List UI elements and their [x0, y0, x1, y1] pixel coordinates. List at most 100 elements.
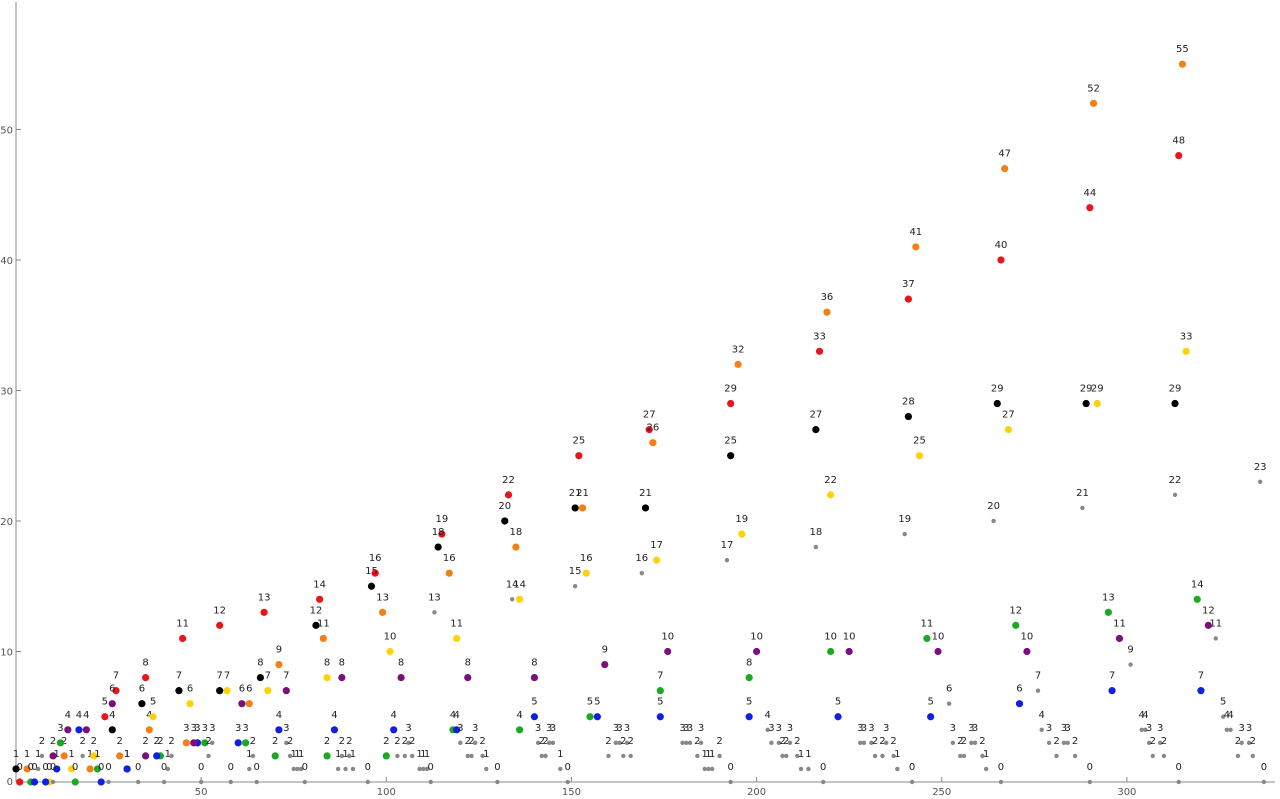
data-point-gray: [687, 740, 693, 746]
point-label: 3: [883, 723, 889, 734]
data-point-orange: [578, 504, 587, 512]
data-point-orange: [275, 660, 283, 669]
point-label: 1: [246, 749, 252, 760]
point-label: 36: [821, 292, 834, 303]
point-label: 8: [746, 658, 752, 669]
point-label: 2: [779, 736, 785, 747]
data-point-gray: [458, 740, 463, 746]
point-label: 3: [1246, 723, 1252, 734]
data-point-purple: [238, 700, 246, 708]
data-point-yellow: [516, 595, 524, 603]
data-point-black: [216, 687, 224, 695]
point-label: 9: [602, 645, 608, 656]
point-label: 3: [1061, 723, 1067, 734]
x-tick-label: 200: [747, 787, 766, 798]
point-label: 4: [83, 710, 89, 721]
point-label: 2: [50, 736, 56, 747]
point-label: 3: [787, 723, 793, 734]
data-point-gray: [991, 518, 996, 524]
data-point-gray: [950, 740, 956, 746]
data-point-gray: [1150, 753, 1156, 759]
data-point-red: [438, 530, 446, 538]
data-point-gray: [869, 740, 874, 746]
data-point-gray: [980, 753, 985, 759]
data-point-orange: [512, 543, 520, 551]
data-point-gray: [1087, 779, 1093, 785]
data-point-red: [216, 621, 224, 629]
point-label: 3: [687, 723, 693, 734]
data-point-gray: [787, 740, 793, 746]
point-label: 26: [647, 423, 660, 434]
point-label: 2: [979, 736, 985, 747]
data-point-orange: [378, 608, 387, 616]
point-label: 21: [576, 488, 589, 499]
data-point-gray: [343, 766, 348, 772]
data-point-black: [727, 452, 735, 460]
data-point-purple: [397, 673, 405, 682]
point-label: 18: [432, 527, 445, 538]
point-label: 9: [276, 645, 282, 656]
data-point-yellow: [323, 673, 331, 682]
point-label: 0: [198, 762, 204, 773]
point-label: 3: [861, 723, 867, 734]
point-label: 12: [213, 605, 226, 616]
point-label: 4: [1227, 710, 1233, 721]
data-point-gray: [883, 740, 889, 746]
data-point-gray: [228, 779, 233, 785]
point-label: 0: [565, 762, 571, 773]
data-point-purple: [190, 739, 198, 747]
data-point-gray: [1161, 753, 1167, 759]
data-point-yellow: [386, 647, 394, 656]
data-point-gray: [706, 766, 711, 772]
point-label: 1: [13, 749, 19, 760]
point-label: 2: [142, 736, 148, 747]
data-point-gray: [765, 727, 770, 732]
data-point-gray: [1257, 479, 1263, 485]
data-point-blue: [53, 765, 61, 773]
point-label: 8: [531, 658, 537, 669]
data-point-gray: [250, 753, 256, 759]
data-point-gray: [254, 779, 259, 785]
data-point-red: [1086, 204, 1094, 212]
point-label: 5: [594, 697, 600, 708]
point-label: 27: [1002, 410, 1015, 421]
point-label: 4: [331, 710, 337, 721]
point-label: 1: [24, 749, 30, 760]
data-point-green: [323, 752, 331, 760]
point-label: 7: [176, 671, 182, 682]
data-point-red: [904, 295, 913, 303]
y-tick-label: 20: [0, 517, 13, 528]
point-label: 3: [546, 723, 552, 734]
point-label: 1: [335, 749, 341, 760]
data-point-black: [641, 504, 650, 512]
point-label: 0: [17, 762, 23, 773]
x-tick-label: 50: [195, 787, 208, 798]
data-point-blue: [75, 726, 83, 734]
data-point-gray: [680, 740, 685, 746]
data-point-gray: [639, 570, 644, 576]
data-point-yellow: [915, 452, 924, 460]
point-label: 0: [98, 762, 104, 773]
point-label: 2: [79, 736, 85, 747]
point-label: 21: [1076, 488, 1089, 499]
data-point-gray: [780, 753, 785, 759]
data-point-gray: [365, 779, 370, 785]
data-point-gray: [1139, 727, 1144, 732]
data-point-green: [656, 687, 664, 695]
point-label: 0: [428, 762, 434, 773]
point-label: 22: [824, 475, 837, 486]
point-label: 5: [150, 697, 156, 708]
y-tick-label: 0: [7, 777, 13, 788]
point-label: 7: [283, 671, 289, 682]
point-label: 33: [813, 331, 826, 342]
point-label: 2: [605, 736, 611, 747]
data-point-blue: [834, 713, 842, 721]
point-label: 25: [913, 436, 926, 447]
point-label: 14: [1191, 579, 1204, 590]
data-point-gray: [958, 753, 963, 759]
data-point-green: [271, 752, 279, 760]
point-label: 2: [324, 736, 330, 747]
point-label: 1: [165, 749, 171, 760]
data-point-gray: [36, 766, 41, 772]
point-label: 2: [1235, 736, 1241, 747]
